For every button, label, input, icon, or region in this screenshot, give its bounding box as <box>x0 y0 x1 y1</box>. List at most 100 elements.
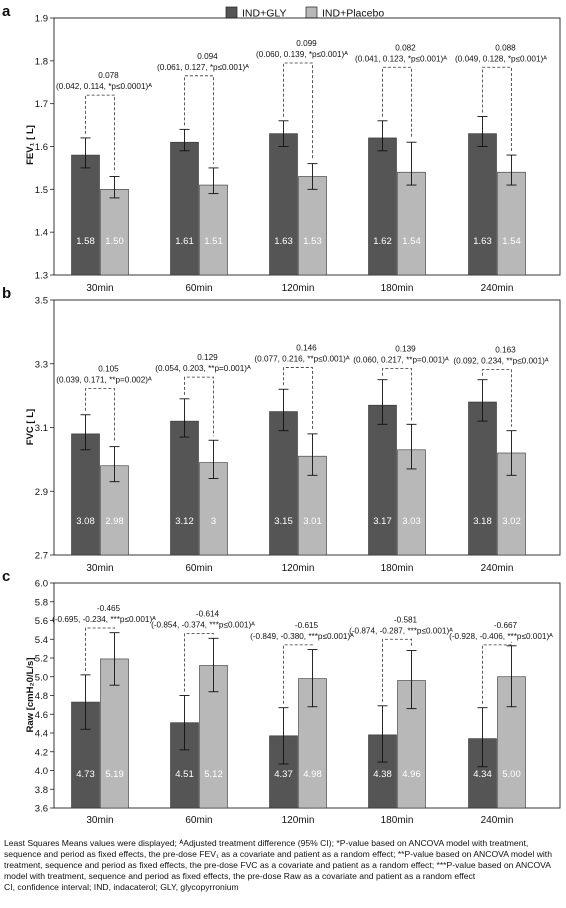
x-tick-label: 180min <box>381 815 414 826</box>
difference-ci: (-0.854, -0.374, ***p≤0.001)ᴬ <box>151 621 255 630</box>
bar-value-label: 4.96 <box>402 769 421 780</box>
panel-a-fev1-chart: a FEV₁ [ L] 1.3 1.4 1.5 1.6 1.7 1.8 1.9 1.58 1.50 3… <box>2 3 561 294</box>
y-tick-label: 1.5 <box>35 185 48 196</box>
y-tick-label: 4.8 <box>35 691 48 702</box>
bar <box>497 171 526 276</box>
difference-ci: (0.049, 0.128, *p≤0.001)ᴬ <box>455 54 547 63</box>
difference-value: 0.163 <box>495 345 516 354</box>
bar-value-label: 4.98 <box>303 769 322 780</box>
difference-value: 0.088 <box>495 43 516 52</box>
bar-value-label: 1.51 <box>204 236 223 247</box>
bar <box>368 404 397 556</box>
bar-value-label: 3.03 <box>402 516 421 527</box>
difference-bracket <box>382 368 412 421</box>
bar-value-label: 1.58 <box>76 236 95 247</box>
bar-value-label: 4.37 <box>274 769 293 780</box>
panel-letter: b <box>2 285 11 302</box>
x-tick-label: 240min <box>481 563 514 574</box>
bar <box>468 133 497 276</box>
bar-value-label: 4.51 <box>175 769 194 780</box>
x-tick-label: 30min <box>86 563 113 574</box>
difference-value: -0.615 <box>295 621 319 630</box>
bar <box>269 411 298 556</box>
legend-swatch <box>225 6 238 19</box>
difference-value: 0.105 <box>98 365 119 374</box>
bar <box>397 171 426 276</box>
bar <box>199 184 228 276</box>
x-tick-label: 240min <box>481 815 514 826</box>
y-tick-label: 4.6 <box>35 710 48 721</box>
y-tick-label: 1.7 <box>35 99 48 110</box>
y-tick-label: 3.5 <box>35 296 48 307</box>
difference-ci: (0.054, 0.203, **p=0.001)ᴬ <box>155 364 251 373</box>
bar-value-label: 3.18 <box>473 516 492 527</box>
y-tick-label: 3.6 <box>35 804 48 815</box>
bar-value-label: 4.34 <box>473 769 492 780</box>
bar-value-label: 3.01 <box>303 516 322 527</box>
difference-value: 0.082 <box>395 43 416 52</box>
difference-value: 0.129 <box>197 353 218 362</box>
y-tick-label: 5.0 <box>35 672 48 683</box>
y-axis-label: FVC [ L] <box>25 409 36 445</box>
y-tick-label: 3.3 <box>35 359 48 370</box>
footnote-line: sequence and period as fixed effects, th… <box>4 849 552 859</box>
legend: IND+GLY IND+Placebo <box>225 6 384 20</box>
difference-ci: (0.060, 0.139, *p≤0.001)ᴬ <box>256 50 348 59</box>
y-tick-label: 1.6 <box>35 142 48 153</box>
footnote-line: Least Squares Means values were displaye… <box>4 838 529 848</box>
difference-ci: (-0.928, -0.406, ***p≤0.001)ᴬ <box>449 632 553 641</box>
difference-bracket <box>283 62 313 160</box>
panel-b-fvc-chart: b FVC [ L] 2.7 2.9 3.1 3.3 3.5 3.08 2.98 30min 0.1… <box>2 285 561 574</box>
difference-ci: (-0.695, -0.234, ***p≤0.001)ᴬ <box>52 615 156 624</box>
bar-value-label: 2.98 <box>105 516 124 527</box>
difference-value: 0.094 <box>197 52 218 61</box>
y-tick-label: 1.4 <box>35 228 48 239</box>
difference-bracket <box>382 66 412 139</box>
difference-bracket <box>283 367 313 430</box>
y-tick-label: 6.0 <box>35 579 48 590</box>
y-tick-label: 3.1 <box>35 423 48 434</box>
y-tick-label: 1.9 <box>35 14 48 25</box>
difference-value: -0.614 <box>196 610 220 619</box>
difference-ci: (0.041, 0.123, *p≤0.001)ᴬ <box>355 54 447 63</box>
bar <box>100 189 129 276</box>
difference-bracket <box>85 94 115 173</box>
footnote: Least Squares Means values were displaye… <box>4 838 564 893</box>
difference-bracket <box>85 627 115 671</box>
bar-value-label: 1.53 <box>303 236 322 247</box>
y-tick-label: 5.6 <box>35 616 48 627</box>
bar-value-label: 1.54 <box>402 236 421 247</box>
x-tick-label: 120min <box>282 283 315 294</box>
y-tick-label: 1.3 <box>35 271 48 282</box>
bar-value-label: 1.63 <box>473 236 492 247</box>
y-axis-label: FEV₁ [ L] <box>25 125 36 165</box>
difference-ci: (0.092, 0.234, **p≤0.001)ᴬ <box>453 356 548 365</box>
x-tick-label: 180min <box>381 283 414 294</box>
x-tick-label: 120min <box>282 815 315 826</box>
difference-ci: (-0.874, -0.287, ***p≤0.001)ᴬ <box>349 626 453 635</box>
bar-value-label: 3.08 <box>76 516 95 527</box>
difference-value: -0.465 <box>97 604 121 613</box>
bar <box>468 401 497 556</box>
footnote-line: model with treatment, sequence and perio… <box>4 871 476 881</box>
x-tick-label: 60min <box>185 815 212 826</box>
bar-value-label: 5.19 <box>105 769 124 780</box>
panel-letter: a <box>2 3 11 20</box>
footnote-line: CI, confidence interval; IND, indacatero… <box>4 882 239 892</box>
x-tick-label: 180min <box>381 563 414 574</box>
panel-c-raw-chart: c Raw [cmH₂0/L/s] 3.6 3.8 4.0 4.2 4.4 4.6 4.8 5.0… <box>2 568 561 826</box>
difference-ci: (0.060, 0.217, **p=0.001)ᴬ <box>353 356 449 365</box>
x-tick-label: 30min <box>86 283 113 294</box>
difference-bracket <box>184 75 214 164</box>
y-tick-label: 5.8 <box>35 597 48 608</box>
y-axis-label: Raw [cmH₂0/L/s] <box>25 658 36 733</box>
bar-value-label: 4.73 <box>76 769 95 780</box>
legend-label: IND+Placebo <box>322 8 384 20</box>
difference-value: 0.139 <box>395 345 416 354</box>
difference-ci: (-0.849, -0.380, ***p≤0.001)ᴬ <box>250 632 354 641</box>
y-tick-label: 2.9 <box>35 487 48 498</box>
y-tick-label: 4.4 <box>35 729 48 740</box>
bar-value-label: 5.00 <box>502 769 521 780</box>
difference-value: 0.099 <box>296 39 317 48</box>
